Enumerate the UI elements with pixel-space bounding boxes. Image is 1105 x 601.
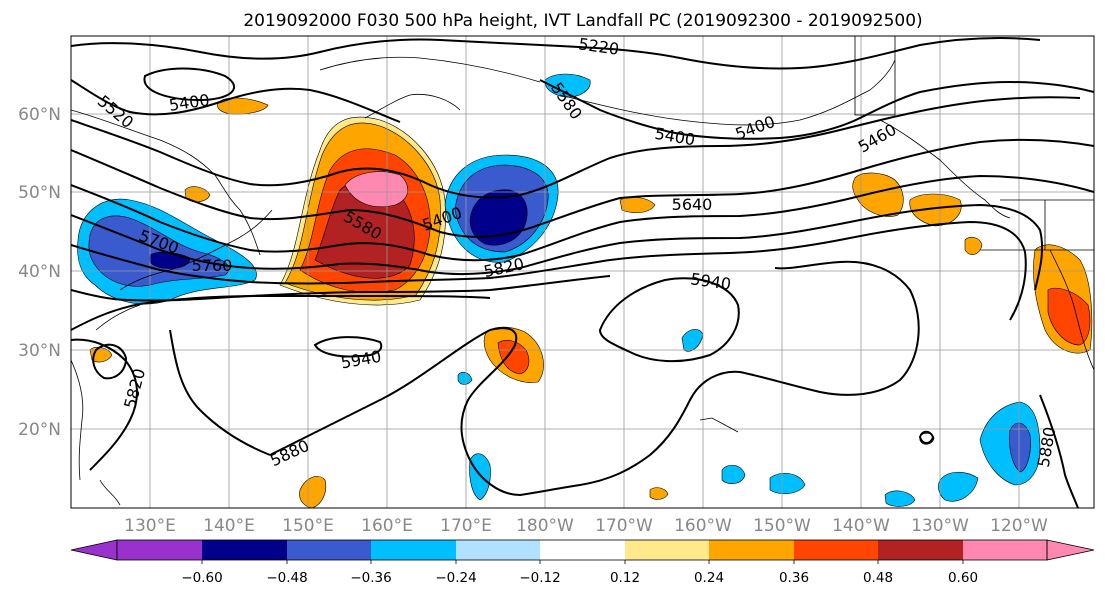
colorbar-tick-label: 0.60	[948, 570, 978, 586]
graticule	[71, 36, 1094, 508]
height-contours	[71, 36, 1094, 508]
positive-anomaly-subtropic-red	[497, 340, 530, 375]
colorbar-tick-label: 0.48	[863, 570, 893, 586]
positive-anomaly-west-coast-red	[1047, 287, 1091, 346]
positive-anomaly-small-6	[299, 476, 327, 508]
lat-label: 20°N	[18, 420, 61, 440]
coastlines	[71, 36, 1094, 506]
negative-anomaly-north	[544, 73, 591, 98]
lat-label: 60°N	[18, 105, 61, 125]
colorbar-segment	[371, 540, 456, 560]
colorbar-segment	[878, 540, 963, 560]
colorbar-tick-label: −0.36	[350, 570, 391, 586]
lon-label: 130°W	[911, 516, 969, 536]
lon-label: 160°E	[361, 516, 413, 536]
colorbar-tick-marks	[201, 560, 964, 564]
negative-anomaly-south-8	[457, 371, 473, 385]
colorbar-segment	[625, 540, 709, 560]
lon-label: 160°W	[674, 516, 732, 536]
lon-label: 140°E	[203, 516, 255, 536]
lon-label: 180°W	[516, 516, 574, 536]
contour-label: 5220	[577, 34, 620, 58]
colorbar-tick-label: −0.60	[181, 570, 222, 586]
contour-label: 5640	[672, 195, 713, 214]
colorbar: −0.60 −0.48 −0.36 −0.24 −0.12 0.12 0.24 …	[70, 539, 1095, 586]
colorbar-tick-label: 0.24	[694, 570, 724, 586]
colorbar-tick-label: 0.12	[610, 570, 640, 586]
colorbar-tick-label: −0.24	[435, 570, 476, 586]
lat-label: 30°N	[18, 341, 61, 361]
colorbar-tick-label: 0.36	[779, 570, 809, 586]
lon-label: 170°E	[440, 516, 492, 536]
negative-anomaly-japan-blue	[88, 215, 230, 287]
map-area: 5220 5580 5400 5520 5400 5400 5460 5580 …	[71, 34, 1094, 508]
colorbar-segment	[540, 540, 625, 560]
colorbar-tick-label: −0.48	[266, 570, 307, 586]
colorbar-segment	[456, 540, 540, 560]
negative-anomaly-south-4	[769, 472, 806, 494]
map-frame	[70, 35, 1095, 509]
positive-anomaly-small-4	[964, 236, 983, 255]
colorbar-segment	[287, 540, 371, 560]
lon-label: 140°W	[832, 516, 890, 536]
colorbar-extend-max	[1046, 539, 1095, 561]
negative-anomaly-south-6	[938, 471, 979, 502]
lon-label: 120°W	[990, 516, 1048, 536]
longitude-labels: 130°E 140°E 150°E 160°E 170°E 180°W 170°…	[124, 516, 1048, 536]
lon-label: 150°W	[753, 516, 811, 536]
colorbar-segment	[117, 540, 202, 560]
lon-label: 150°E	[282, 516, 334, 536]
positive-anomaly-north-spot	[217, 97, 269, 115]
lon-label: 170°W	[595, 516, 653, 536]
colorbar-extend-min	[70, 539, 118, 561]
map-title: 2019092000 F030 500 hPa height, IVT Land…	[243, 11, 922, 31]
colorbar-tick-label: −0.12	[519, 570, 560, 586]
negative-anomaly-south-3	[721, 464, 746, 484]
positive-anomaly-small-3	[909, 193, 962, 227]
colorbar-segment	[794, 540, 878, 560]
contour-label: 5760	[192, 256, 233, 275]
colorbar-segment	[963, 540, 1047, 560]
colorbar-segment	[709, 540, 794, 560]
negative-anomaly-south-2-blue	[1009, 422, 1031, 473]
lat-label: 40°N	[18, 262, 61, 282]
lat-label: 50°N	[18, 183, 61, 203]
positive-anomaly-small-7	[649, 487, 669, 500]
colorbar-segment	[202, 540, 287, 560]
negative-anomaly-south-1	[469, 453, 491, 501]
lon-label: 130°E	[124, 516, 176, 536]
negative-anomaly-south-5	[884, 490, 916, 507]
positive-anomaly-small-2	[852, 172, 904, 217]
latitude-labels: 60°N 50°N 40°N 30°N 20°N	[18, 105, 61, 440]
